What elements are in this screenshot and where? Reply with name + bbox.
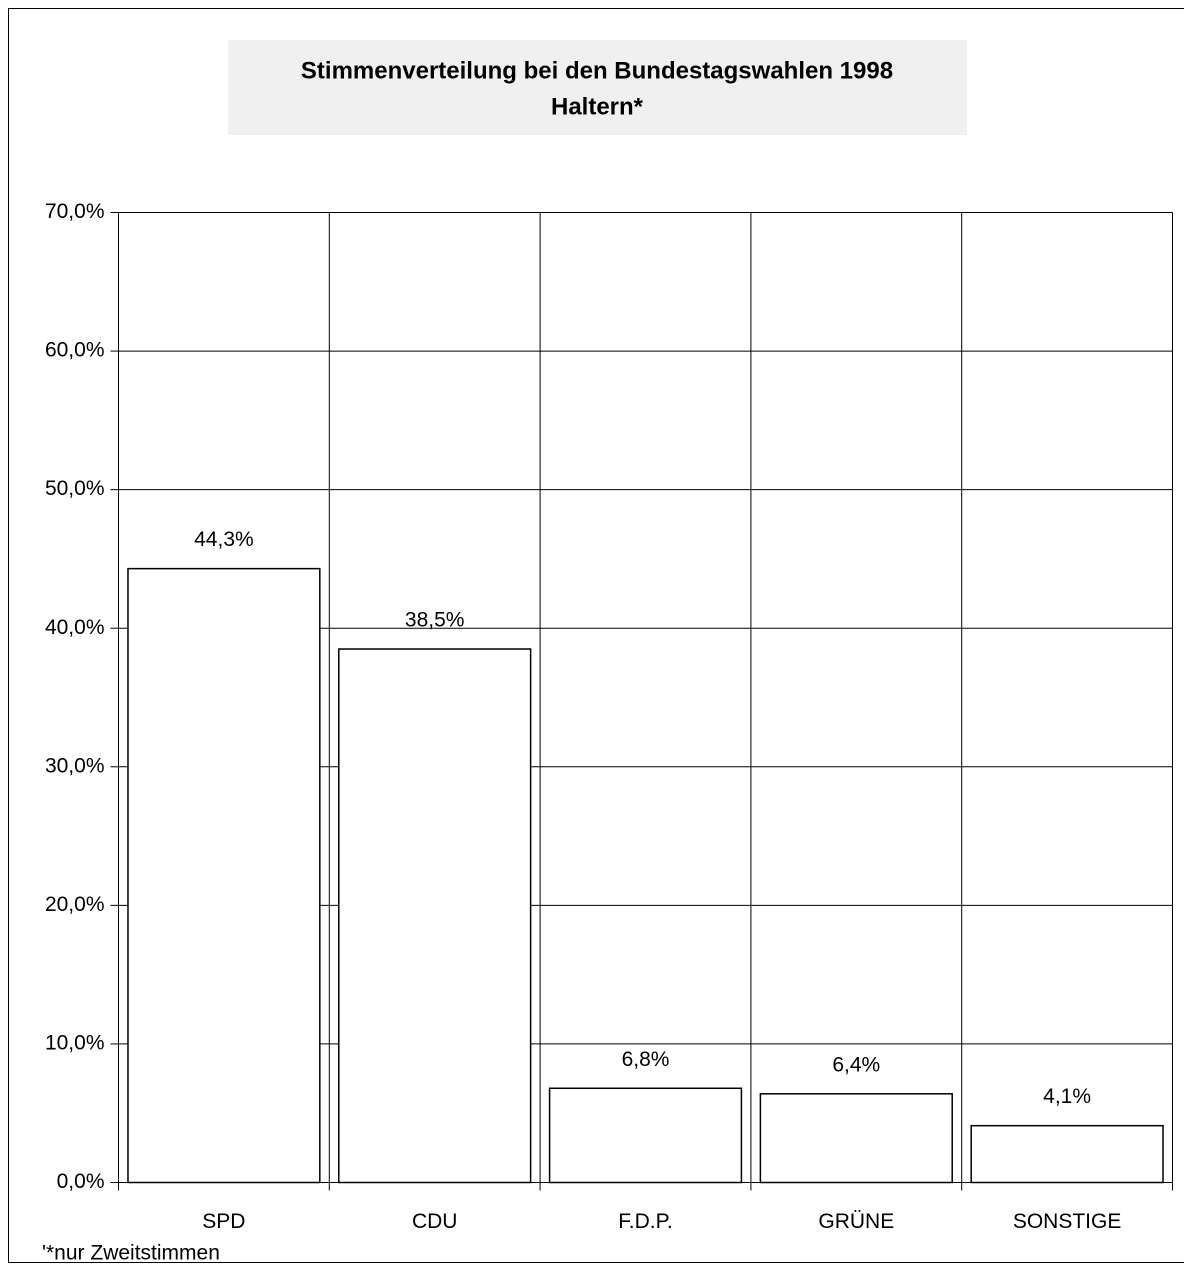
data-label: 4,1%: [1043, 1085, 1091, 1108]
y-tick-label: 40,0%: [45, 616, 105, 639]
y-tick-label: 20,0%: [45, 893, 105, 916]
data-label: 6,8%: [622, 1048, 670, 1071]
data-label: 6,4%: [832, 1053, 880, 1076]
y-tick-label: 50,0%: [45, 477, 105, 500]
y-tick-label: 0,0%: [57, 1170, 105, 1193]
x-tick-label: CDU: [412, 1210, 458, 1233]
y-tick-label: 60,0%: [45, 339, 105, 362]
chart-border: [8, 8, 1184, 1263]
title-box: [228, 40, 967, 135]
x-tick-label: GRÜNE: [818, 1210, 894, 1233]
bar: [127, 567, 321, 1184]
footnote: '*nur Zweitstimmen: [42, 1242, 220, 1265]
data-label: 44,3%: [194, 528, 254, 551]
bar: [548, 1087, 743, 1184]
y-tick-label: 10,0%: [45, 1031, 105, 1054]
bar: [970, 1124, 1164, 1184]
x-tick-label: SPD: [202, 1210, 245, 1233]
y-tick-label: 30,0%: [45, 754, 105, 777]
data-label: 38,5%: [405, 609, 465, 632]
x-tick-label: F.D.P.: [618, 1210, 672, 1233]
y-tick-label: 70,0%: [45, 200, 105, 223]
bar: [338, 648, 532, 1184]
chart-subtitle: Haltern*: [551, 93, 644, 120]
x-tick-label: SONSTIGE: [1013, 1210, 1122, 1233]
chart-title: Stimmenverteilung bei den Bundestagswahl…: [301, 57, 893, 84]
bar: [759, 1093, 953, 1184]
